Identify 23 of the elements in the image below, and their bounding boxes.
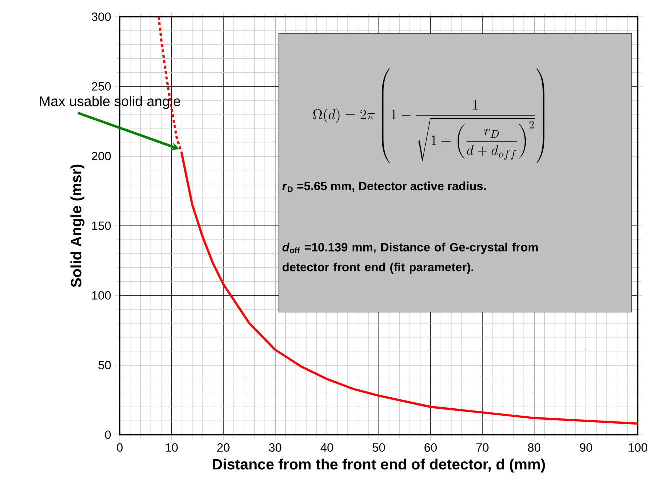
x-tick-label: 30 xyxy=(269,444,282,452)
x-tick-label: 90 xyxy=(580,444,592,452)
y-tick-label: 250 xyxy=(92,82,112,91)
x-tick-label: 60 xyxy=(424,444,437,452)
y-tick-label: 150 xyxy=(92,222,112,230)
y-tick-label: 200 xyxy=(92,152,112,161)
x-tick-label: 40 xyxy=(320,444,334,452)
x-tick-label: 80 xyxy=(528,444,541,452)
annotation: $\Omega(d)=2\pi\left(1-\frac{1}{\sqrt{1+\left(\dfrac{r_D}{d+d_{off}}\right)^2}}\right)$ xyxy=(313,68,545,164)
x-tick-label: 100 xyxy=(628,444,648,452)
x-tick-label: 10 xyxy=(166,444,178,452)
y-tick-label: 50 xyxy=(98,361,112,370)
annotation: r$_{D}$ =5.65 mm, Detector active radius. xyxy=(282,182,486,192)
y-axis-title: Solid Angle (msr) xyxy=(70,164,85,288)
x-tick-label: 50 xyxy=(372,444,386,452)
y-tick-label: 300 xyxy=(92,12,112,22)
x-tick-label: 70 xyxy=(476,444,489,452)
y-tick-label: 100 xyxy=(92,291,112,300)
annotation: d$_{off}$ =10.139 mm, Distance of Ge-crystal from detector front end (fit parameter). xyxy=(282,242,538,274)
x-axis-title: Distance from the front end of detector, d (mm) xyxy=(213,458,546,473)
x-tick-label: 20 xyxy=(218,444,230,452)
y-tick-label: 0 xyxy=(105,430,112,440)
x-tick-label: 0 xyxy=(117,444,123,452)
